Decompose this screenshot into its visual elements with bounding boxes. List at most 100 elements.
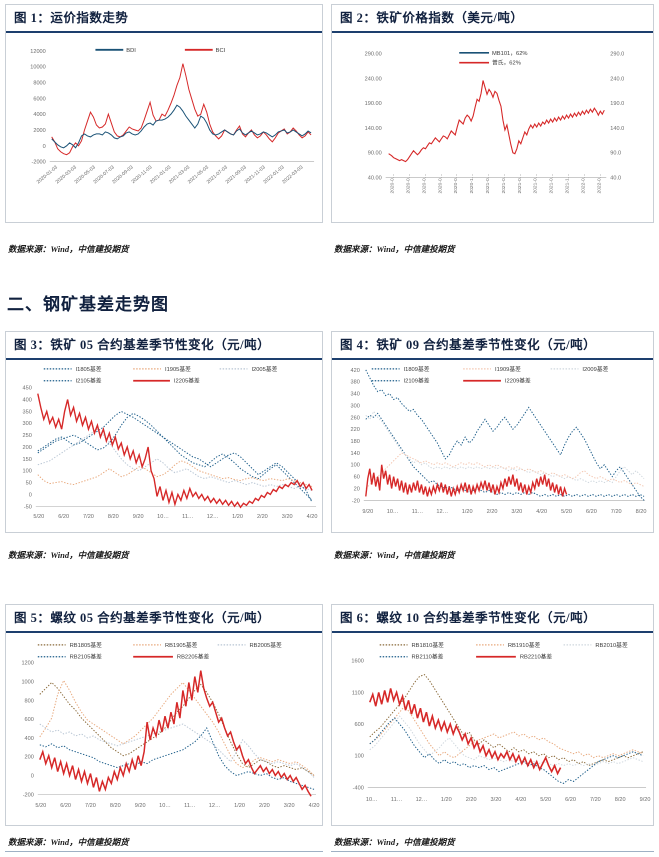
series-rb2210	[369, 688, 562, 776]
svg-text:RB2110基差: RB2110基差	[412, 653, 444, 661]
svg-text:-400: -400	[353, 785, 364, 791]
series-rb1810	[369, 673, 644, 767]
source-note-fig3: 数据来源：Wind，中信建投期货	[8, 550, 129, 560]
svg-text:240.00: 240.00	[365, 77, 382, 83]
source-note-fig2: 数据来源：Wind，中信建投期货	[334, 244, 455, 254]
svg-text:8/20: 8/20	[615, 797, 626, 803]
y-axis-fig5: 1200 1000 800 600 400 200 0 -200	[21, 661, 33, 799]
chart-plot-fig1: 12000 10000 8000 6000 4000 2000 0 -2000 …	[6, 33, 322, 222]
svg-text:1000: 1000	[21, 679, 33, 685]
svg-text:1/20: 1/20	[234, 803, 245, 809]
series-rb2110	[369, 717, 644, 784]
svg-text:-20: -20	[352, 498, 360, 504]
svg-text:1100: 1100	[352, 690, 364, 696]
svg-text:I1909基差: I1909基差	[495, 365, 521, 373]
svg-text:340: 340	[351, 392, 360, 398]
svg-text:10…: 10…	[159, 803, 171, 809]
legend-fig2: MB101，62% 普氏，62%	[459, 51, 528, 67]
x-axis-fig3: 5/20 6/20 7/20 8/20 9/20 10… 11… 12… 1/2…	[33, 514, 317, 520]
svg-text:0: 0	[43, 144, 46, 150]
svg-text:RB1905基差: RB1905基差	[165, 641, 198, 649]
page-bottom-rule	[5, 851, 323, 852]
svg-text:2021-0…: 2021-0…	[501, 173, 507, 193]
svg-text:140.00: 140.00	[365, 126, 382, 132]
svg-text:-200: -200	[23, 792, 34, 798]
chart-plot-fig5: RB1805基差 RB1905基差 RB2005基差 RB2105基差 RB22…	[6, 633, 322, 825]
svg-text:I2109基差: I2109基差	[404, 377, 430, 385]
svg-text:2022-0…: 2022-0…	[580, 173, 586, 193]
svg-text:190.00: 190.00	[365, 101, 382, 107]
svg-text:4/20: 4/20	[515, 797, 526, 803]
svg-text:1600: 1600	[351, 659, 363, 665]
svg-text:2/20: 2/20	[259, 803, 270, 809]
x-axis-fig1: 2020-01-03 2020-03-03 2020-05-03 2020-07…	[36, 164, 305, 185]
svg-text:5/20: 5/20	[540, 797, 551, 803]
svg-text:400: 400	[23, 398, 32, 404]
svg-text:11…: 11…	[184, 803, 195, 809]
x-axis-fig2: 2020-0… 2020-0… 2020-0… 2020-0… 2020-0… …	[390, 173, 603, 193]
chart-plot-fig6: RB1810基差 RB1910基差 RB2010基差 RB2110基差 RB22…	[332, 633, 653, 825]
svg-text:220: 220	[351, 427, 360, 433]
svg-text:600: 600	[25, 717, 34, 723]
svg-text:9/20: 9/20	[133, 514, 144, 520]
svg-text:9/20: 9/20	[362, 509, 373, 515]
series-i1909	[365, 452, 645, 489]
svg-text:2020-0…: 2020-0…	[421, 173, 427, 193]
chart-plot-fig2: 290.00 240.00 190.00 140.00 90.00 40.00 …	[332, 33, 653, 222]
svg-text:8/20: 8/20	[108, 514, 119, 520]
svg-text:12…: 12…	[209, 803, 221, 809]
svg-text:7/20: 7/20	[611, 509, 622, 515]
svg-text:0: 0	[29, 492, 32, 498]
svg-text:7/20: 7/20	[590, 797, 601, 803]
svg-text:4000: 4000	[33, 112, 45, 118]
y-axis-fig3: 450 400 350 300 250 200 150 100 50 0 -50	[23, 386, 32, 511]
svg-text:2/20: 2/20	[257, 514, 268, 520]
svg-text:I1905基差: I1905基差	[165, 365, 191, 373]
svg-text:3/20: 3/20	[282, 514, 293, 520]
series-rb2005	[39, 723, 315, 778]
svg-text:290.0: 290.0	[610, 52, 624, 58]
svg-text:RB2205基差: RB2205基差	[177, 653, 210, 661]
svg-text:10…: 10…	[387, 509, 399, 515]
svg-text:200: 200	[25, 755, 34, 761]
svg-text:普氏，62%: 普氏，62%	[492, 59, 521, 67]
svg-text:12…: 12…	[416, 797, 428, 803]
svg-text:1200: 1200	[21, 661, 33, 667]
svg-text:8/20: 8/20	[636, 509, 647, 515]
chart-card-fig3: 图 3：铁矿 05 合约基差季节性变化（元/吨） I1805基差 I1905基差…	[5, 331, 323, 533]
svg-text:2022-03-03: 2022-03-03	[281, 164, 304, 185]
svg-text:I2009基差: I2009基差	[582, 365, 608, 373]
svg-text:BDI: BDI	[126, 48, 136, 54]
svg-text:RB1805基差: RB1805基差	[70, 641, 103, 649]
svg-text:380: 380	[351, 380, 360, 386]
svg-text:2020-0…: 2020-0…	[390, 173, 396, 193]
series-i2009	[365, 410, 645, 484]
chart-card-fig2: 图 2：铁矿价格指数（美元/吨） 290.00 240.00 190.00 14…	[331, 4, 654, 223]
chart-title-fig3: 图 3：铁矿 05 合约基差季节性变化（元/吨）	[6, 332, 322, 360]
source-note-fig4: 数据来源：Wind，中信建投期货	[334, 550, 455, 560]
chart-plot-fig4: I1809基差 I1909基差 I2009基差 I2109基差 I2209基差 …	[332, 360, 653, 532]
svg-text:2/20: 2/20	[466, 797, 477, 803]
svg-text:5/20: 5/20	[33, 514, 44, 520]
svg-text:5/20: 5/20	[35, 803, 46, 809]
x-axis-fig5: 5/20 6/20 7/20 8/20 9/20 10… 11… 12… 1/2…	[35, 803, 319, 809]
svg-text:I1805基差: I1805基差	[76, 365, 102, 373]
svg-text:140: 140	[351, 451, 360, 457]
series-rb1905	[39, 679, 315, 776]
series-i2205	[37, 393, 313, 509]
svg-text:12…: 12…	[436, 509, 448, 515]
series-i2209	[365, 464, 568, 497]
svg-text:800: 800	[25, 698, 34, 704]
svg-text:4/20: 4/20	[309, 803, 320, 809]
svg-text:4/20: 4/20	[536, 509, 547, 515]
svg-text:100: 100	[351, 463, 360, 469]
svg-text:90.00: 90.00	[368, 151, 382, 157]
y-axis-fig1: 12000 10000 8000 6000 4000 2000 0 -2000	[30, 49, 45, 166]
svg-text:2020-0…: 2020-0…	[453, 173, 459, 193]
svg-text:100: 100	[355, 754, 364, 760]
svg-text:400: 400	[25, 736, 34, 742]
svg-text:600: 600	[355, 722, 364, 728]
svg-text:0: 0	[31, 774, 34, 780]
svg-text:420: 420	[351, 368, 360, 374]
svg-text:RB1910基差: RB1910基差	[508, 641, 541, 649]
